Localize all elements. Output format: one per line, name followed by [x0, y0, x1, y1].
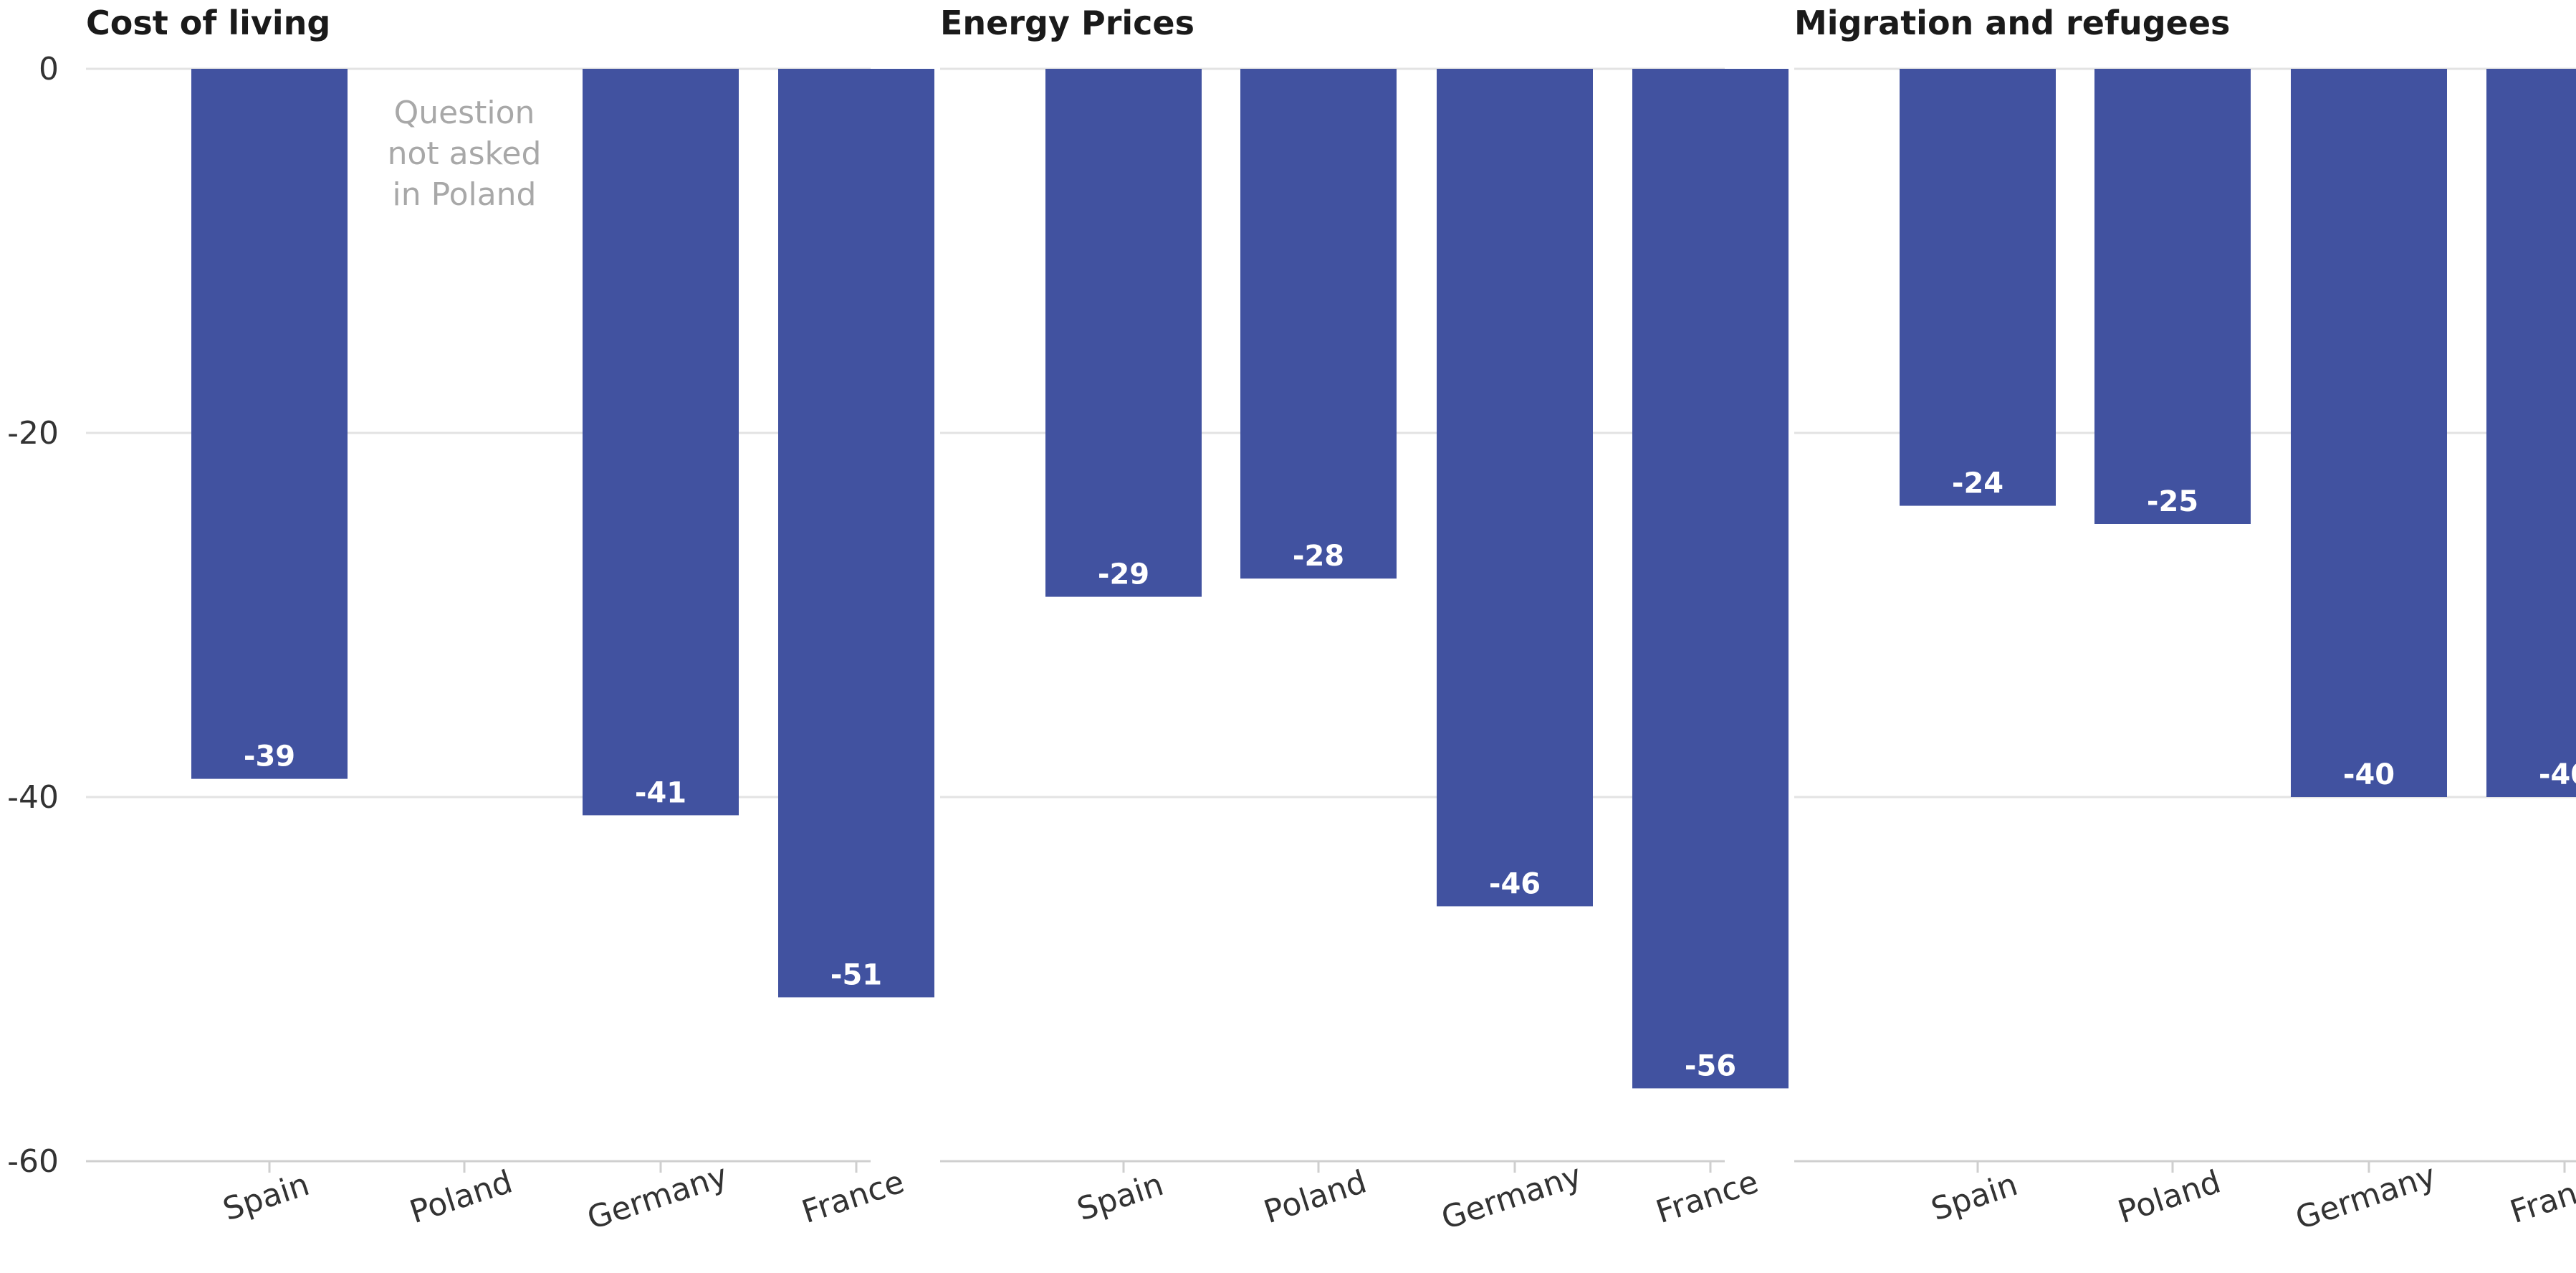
annotation-note: in Poland — [393, 176, 537, 213]
bar-germany — [1437, 69, 1593, 907]
bar-poland — [2094, 69, 2251, 524]
x-tick-label: Spain — [219, 1166, 314, 1228]
x-tick-label: Poland — [1260, 1163, 1371, 1231]
bar-value-label: -46 — [1489, 867, 1541, 900]
x-tick-label: Germany — [583, 1158, 732, 1237]
x-tick-label: France — [798, 1163, 909, 1231]
y-axis: 0 -20 -40 -60 — [7, 51, 59, 1180]
x-tick-label: France — [2506, 1163, 2576, 1231]
bar-value-label: -40 — [2539, 758, 2576, 791]
bar-spain — [1045, 69, 1202, 597]
chart-panels: Cost of living Spain -39 Poland Germany -41 Fr… — [86, 4, 2576, 1237]
bar-poland — [1240, 69, 1397, 579]
y-tick-label: -40 — [7, 779, 59, 816]
x-tick-label: Spain — [1927, 1166, 2022, 1228]
bar-value-label: -40 — [2343, 758, 2395, 791]
x-tick-label: Germany — [2291, 1158, 2440, 1237]
bar-value-label: -28 — [1293, 540, 1344, 573]
bar-france — [2486, 69, 2576, 797]
annotation-note: Question — [394, 95, 535, 131]
x-tick-label: Spain — [1073, 1166, 1168, 1228]
x-tick-label: France — [1652, 1163, 1763, 1231]
y-tick-label: -20 — [7, 415, 59, 452]
bar-value-label: -24 — [1952, 467, 2003, 500]
bar-france — [778, 69, 934, 998]
bar-value-label: -51 — [830, 958, 882, 991]
x-tick-label: Germany — [1437, 1158, 1586, 1237]
panel-title: Cost of living — [86, 4, 330, 42]
annotation-note: not asked — [388, 135, 542, 172]
bar-value-label: -29 — [1098, 558, 1149, 591]
bar-germany — [583, 69, 739, 816]
bar-spain — [1900, 69, 2056, 506]
panel-1: Energy Prices Spain -29 Poland -28 Germany -46… — [940, 4, 1789, 1237]
bar-value-label: -41 — [635, 776, 686, 809]
y-tick-label: -60 — [7, 1143, 59, 1180]
bar-value-label: -25 — [2147, 485, 2198, 518]
bar-value-label: -56 — [1685, 1049, 1736, 1082]
x-tick-label: Poland — [2114, 1163, 2225, 1231]
bar-germany — [2291, 69, 2447, 797]
bar-spain — [191, 69, 348, 779]
x-tick-label: Poland — [406, 1163, 517, 1231]
y-tick-label: 0 — [39, 51, 59, 87]
bar-value-label: -39 — [244, 740, 295, 773]
bar-france — [1632, 69, 1789, 1089]
panel-title: Energy Prices — [940, 4, 1194, 42]
panel-2: Migration and refugees Spain -24 Poland -25 G… — [1794, 4, 2576, 1237]
panel-title: Migration and refugees — [1794, 4, 2230, 42]
panel-0: Cost of living Spain -39 Poland Germany -41 Fr… — [86, 4, 934, 1237]
